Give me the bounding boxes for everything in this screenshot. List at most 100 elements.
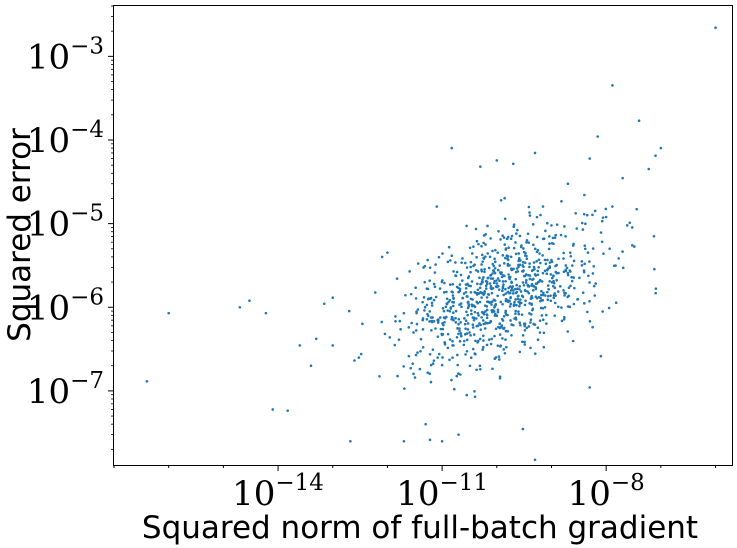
data-point bbox=[519, 290, 523, 293]
data-point bbox=[422, 296, 426, 299]
data-point bbox=[450, 378, 453, 382]
data-point bbox=[572, 276, 576, 279]
data-point bbox=[526, 285, 530, 288]
data-point bbox=[522, 274, 526, 278]
data-point bbox=[508, 264, 511, 267]
data-point bbox=[380, 255, 384, 259]
data-point bbox=[550, 276, 554, 280]
data-point bbox=[527, 291, 531, 295]
data-point bbox=[591, 213, 594, 217]
y-tick-label: 10−3 bbox=[27, 33, 104, 77]
data-point bbox=[515, 303, 518, 307]
data-point bbox=[528, 302, 531, 305]
data-point bbox=[514, 298, 517, 301]
data-point bbox=[440, 333, 444, 337]
data-point bbox=[428, 372, 432, 376]
data-point bbox=[440, 280, 444, 284]
data-point bbox=[491, 272, 494, 275]
data-point bbox=[468, 364, 472, 368]
data-point bbox=[510, 234, 514, 238]
data-point bbox=[591, 272, 595, 275]
data-point bbox=[402, 365, 405, 368]
data-point bbox=[421, 317, 425, 320]
data-point bbox=[493, 267, 497, 270]
data-point bbox=[485, 282, 489, 286]
data-point bbox=[436, 318, 440, 321]
data-point bbox=[484, 233, 487, 236]
data-point bbox=[485, 280, 489, 284]
data-point bbox=[516, 228, 519, 232]
data-point bbox=[529, 321, 532, 324]
data-point bbox=[546, 221, 549, 225]
data-point bbox=[445, 297, 449, 301]
data-point bbox=[538, 252, 541, 255]
data-point bbox=[399, 328, 402, 331]
data-point bbox=[517, 252, 521, 255]
data-point bbox=[471, 323, 475, 326]
data-point bbox=[514, 312, 517, 315]
data-point bbox=[446, 260, 450, 264]
data-point bbox=[504, 299, 508, 303]
data-point bbox=[550, 241, 554, 245]
data-point bbox=[458, 327, 461, 330]
data-point bbox=[489, 320, 493, 323]
data-point bbox=[635, 207, 638, 211]
data-point bbox=[503, 262, 506, 265]
data-point bbox=[527, 325, 531, 328]
data-point bbox=[494, 327, 498, 331]
data-point bbox=[536, 273, 540, 277]
data-point bbox=[490, 337, 493, 341]
data-point bbox=[580, 264, 584, 267]
data-point bbox=[470, 280, 474, 283]
data-point bbox=[402, 439, 406, 443]
data-point bbox=[490, 303, 493, 306]
data-point bbox=[588, 386, 592, 389]
data-point bbox=[466, 300, 470, 304]
data-point bbox=[456, 353, 459, 357]
data-point bbox=[484, 284, 488, 288]
data-point bbox=[522, 250, 526, 254]
data-point bbox=[433, 285, 437, 289]
data-point bbox=[494, 248, 497, 252]
data-point bbox=[460, 305, 463, 309]
data-point bbox=[548, 235, 551, 238]
data-point bbox=[442, 309, 446, 313]
data-point bbox=[444, 305, 448, 309]
data-point bbox=[489, 284, 493, 288]
data-point bbox=[373, 291, 377, 294]
data-point bbox=[601, 310, 604, 313]
data-point bbox=[423, 264, 427, 268]
data-point bbox=[575, 227, 579, 230]
data-point bbox=[566, 330, 570, 333]
data-point bbox=[523, 343, 527, 346]
data-point bbox=[551, 284, 555, 288]
data-point bbox=[378, 374, 381, 378]
data-point bbox=[452, 296, 455, 300]
data-point bbox=[407, 354, 411, 358]
data-point bbox=[559, 285, 562, 288]
data-point bbox=[501, 302, 504, 306]
data-point bbox=[557, 257, 560, 261]
data-point bbox=[455, 335, 459, 339]
data-point bbox=[416, 308, 420, 311]
data-point bbox=[397, 338, 401, 341]
data-point bbox=[415, 311, 418, 315]
data-point bbox=[450, 315, 454, 319]
data-point bbox=[611, 84, 614, 87]
data-point bbox=[464, 327, 467, 330]
data-point bbox=[517, 263, 520, 267]
data-point bbox=[424, 422, 427, 426]
data-point bbox=[441, 327, 445, 331]
data-point bbox=[474, 227, 478, 231]
data-point bbox=[541, 237, 545, 241]
data-point bbox=[499, 300, 503, 304]
data-point bbox=[514, 252, 518, 256]
data-point bbox=[419, 349, 422, 353]
data-point bbox=[541, 205, 545, 208]
data-point bbox=[494, 303, 497, 307]
data-point bbox=[428, 438, 432, 442]
data-point bbox=[479, 165, 482, 168]
data-point bbox=[482, 276, 485, 279]
data-point bbox=[553, 301, 557, 305]
scatter-points bbox=[145, 26, 717, 462]
